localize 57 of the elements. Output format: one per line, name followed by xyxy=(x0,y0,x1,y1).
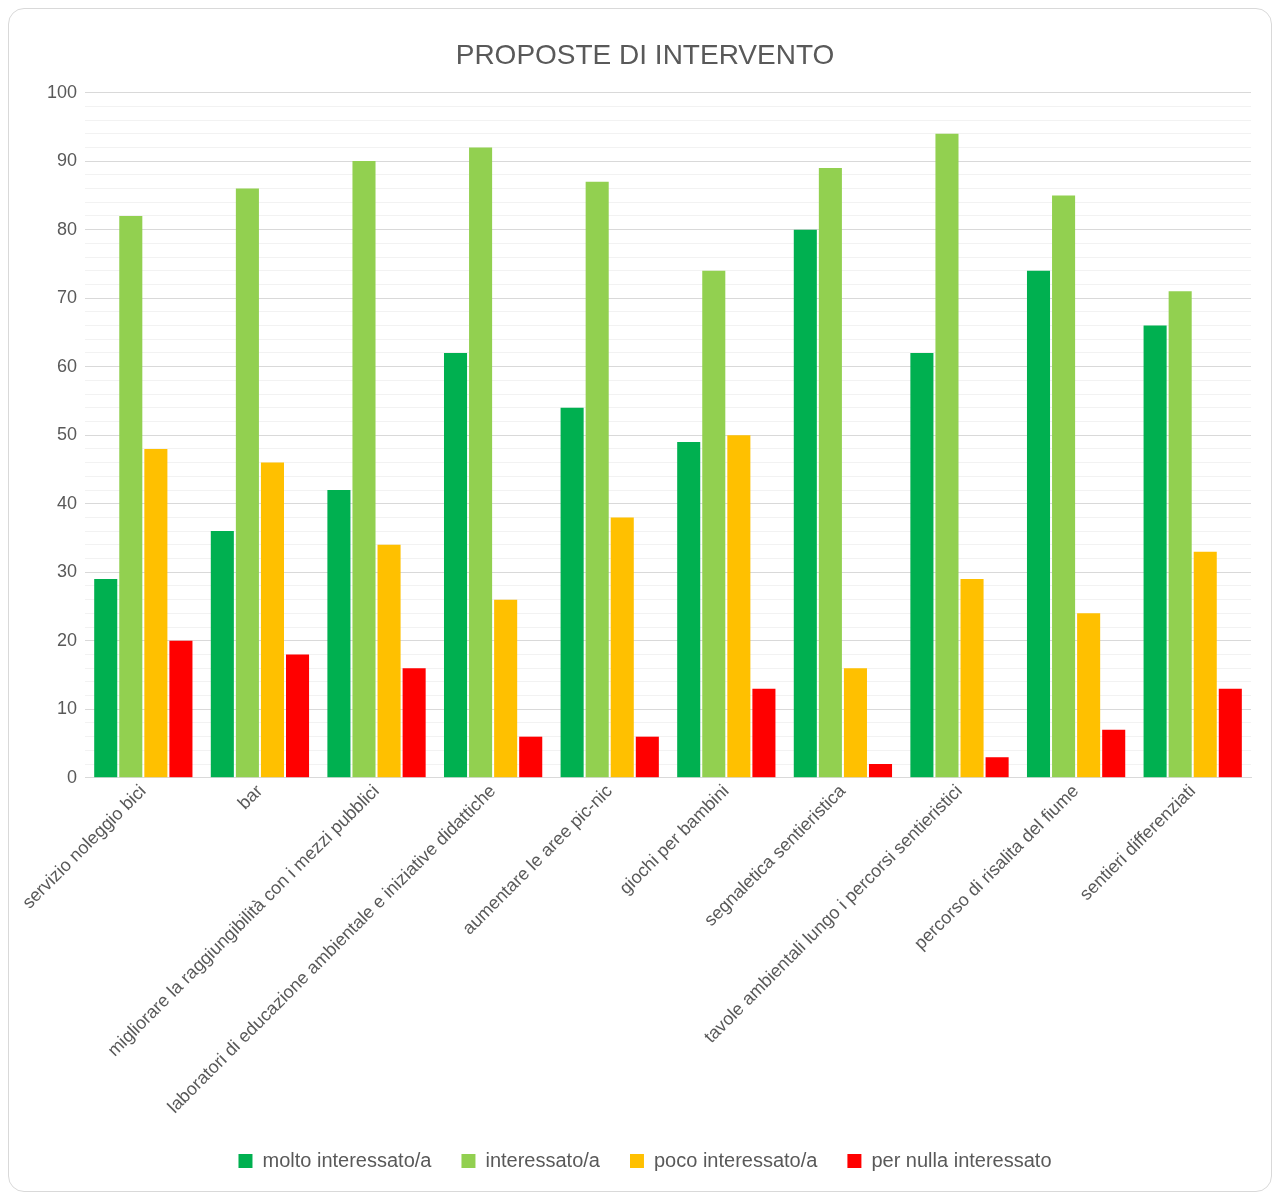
bar xyxy=(1143,325,1167,778)
bar xyxy=(935,133,959,778)
y-tick-label: 80 xyxy=(57,218,78,239)
chart-title: PROPOSTE DI INTERVENTO xyxy=(455,38,835,70)
bar xyxy=(635,736,659,778)
bar xyxy=(727,435,751,778)
bar xyxy=(843,668,867,778)
bar xyxy=(868,764,893,778)
y-tick-label: 90 xyxy=(57,150,78,171)
bar xyxy=(1052,195,1076,778)
y-tick-label: 20 xyxy=(57,629,78,650)
bar xyxy=(793,229,817,778)
y-tick-label: 70 xyxy=(57,287,78,308)
bar xyxy=(286,654,310,778)
y-tick-label: 100 xyxy=(46,81,78,102)
legend-label: per nulla interessato xyxy=(871,1148,1052,1171)
y-tick-label: 30 xyxy=(57,561,78,582)
bar xyxy=(494,599,518,778)
bar xyxy=(144,448,168,778)
bar xyxy=(702,270,726,778)
bar xyxy=(910,352,934,778)
bar xyxy=(169,640,193,778)
bar xyxy=(1026,270,1051,778)
bar xyxy=(519,736,543,778)
bar xyxy=(560,407,584,778)
bar xyxy=(985,757,1009,778)
bar xyxy=(352,161,376,778)
bar xyxy=(260,462,284,778)
bar xyxy=(752,688,776,778)
x-tick-label: bar xyxy=(233,780,267,814)
bar xyxy=(1193,551,1217,778)
bar xyxy=(235,188,259,778)
bar xyxy=(94,579,118,778)
bar xyxy=(677,442,701,778)
bar xyxy=(610,517,634,778)
bar xyxy=(1077,613,1101,778)
bar xyxy=(1218,688,1242,778)
y-tick-label: 10 xyxy=(57,698,78,719)
legend-label: molto interessato/a xyxy=(262,1148,433,1171)
bar xyxy=(469,147,493,778)
bar xyxy=(1168,291,1192,778)
bar xyxy=(377,544,401,778)
bar xyxy=(210,531,234,778)
bar xyxy=(1102,729,1126,778)
y-tick-label: 0 xyxy=(67,766,78,787)
bar xyxy=(402,668,426,778)
y-tick-label: 60 xyxy=(57,355,78,376)
y-tick-label: 50 xyxy=(57,424,78,445)
legend-label: poco interessato/a xyxy=(653,1148,819,1171)
legend-label: interessato/a xyxy=(485,1148,601,1171)
bar xyxy=(119,215,143,778)
bar xyxy=(960,579,984,778)
bar xyxy=(585,181,609,778)
bar xyxy=(327,490,351,778)
y-tick-label: 40 xyxy=(57,492,78,513)
bar xyxy=(818,167,842,778)
bar xyxy=(443,352,468,778)
